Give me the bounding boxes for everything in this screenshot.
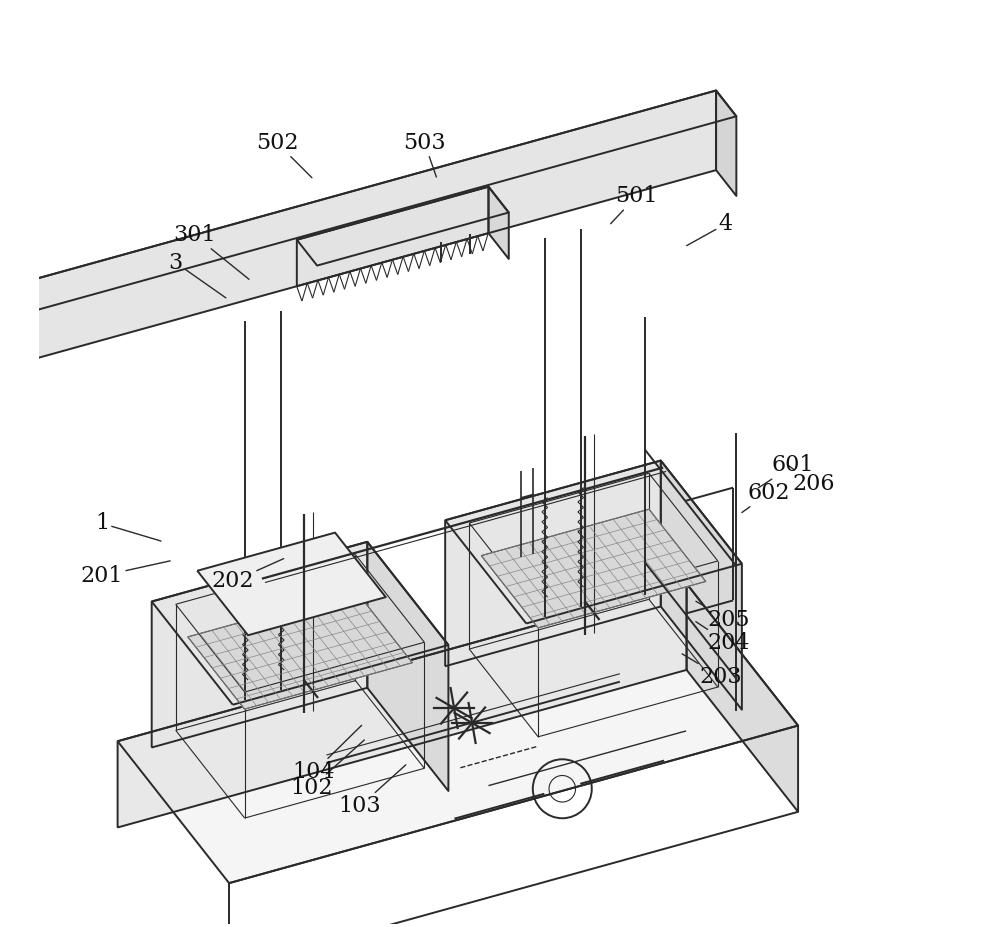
Polygon shape	[0, 91, 716, 369]
Text: 3: 3	[169, 251, 226, 298]
Polygon shape	[297, 186, 509, 265]
Text: 503: 503	[403, 132, 446, 177]
Polygon shape	[481, 509, 706, 628]
Text: 203: 203	[682, 654, 742, 688]
Text: 601: 601	[758, 454, 814, 488]
Polygon shape	[716, 91, 736, 196]
Text: 102: 102	[290, 740, 364, 799]
Polygon shape	[661, 461, 742, 710]
Text: 4: 4	[687, 213, 733, 246]
Polygon shape	[118, 584, 687, 828]
Text: 502: 502	[256, 132, 312, 178]
Text: 104: 104	[293, 725, 362, 783]
Text: 1: 1	[95, 513, 161, 541]
Polygon shape	[367, 541, 448, 791]
Text: 204: 204	[696, 622, 750, 654]
Polygon shape	[488, 186, 509, 259]
Polygon shape	[197, 533, 386, 635]
Text: 103: 103	[339, 765, 406, 818]
Polygon shape	[0, 91, 736, 315]
Text: 301: 301	[173, 224, 249, 279]
Polygon shape	[118, 584, 798, 883]
Polygon shape	[0, 285, 36, 336]
Polygon shape	[445, 461, 661, 667]
Text: 501: 501	[611, 185, 658, 223]
Polygon shape	[152, 541, 367, 747]
Text: 602: 602	[742, 482, 790, 513]
Polygon shape	[15, 285, 36, 390]
Text: 206: 206	[788, 465, 835, 495]
Polygon shape	[0, 285, 15, 389]
Text: 202: 202	[212, 559, 284, 592]
Polygon shape	[297, 186, 488, 286]
Polygon shape	[188, 590, 412, 709]
Text: 201: 201	[81, 561, 170, 587]
Polygon shape	[687, 584, 798, 812]
Text: 205: 205	[696, 602, 750, 631]
